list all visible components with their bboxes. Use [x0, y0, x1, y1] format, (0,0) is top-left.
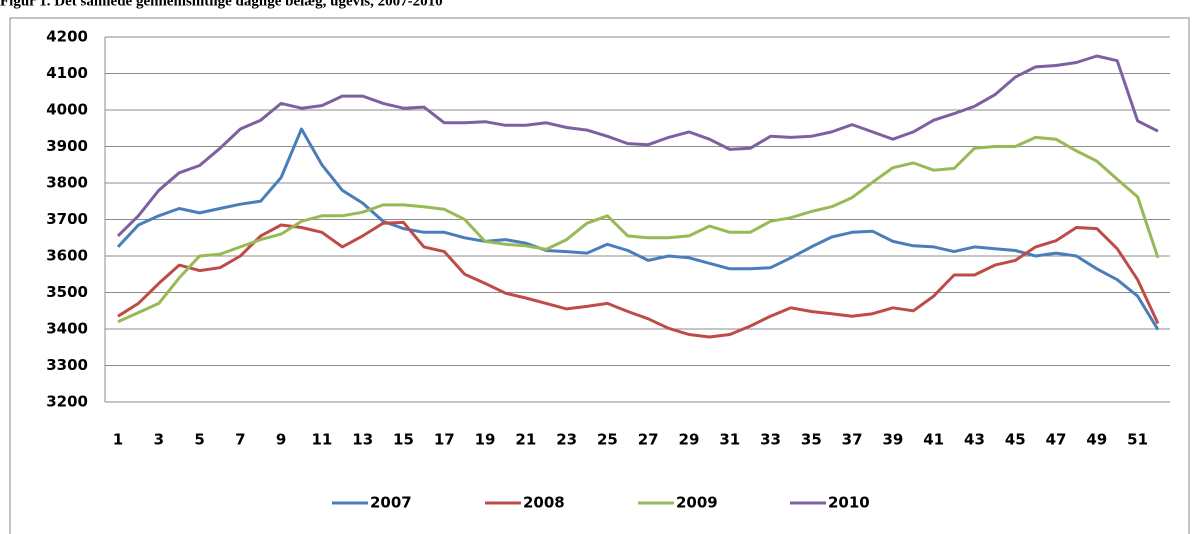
x-tick-label: 27 [638, 431, 659, 449]
chart-frame [9, 17, 1190, 534]
x-tick-label: 25 [597, 431, 618, 449]
line-series [117, 135, 1160, 324]
y-tick-label: 3400 [46, 320, 88, 338]
x-tick-label: 1 [113, 431, 123, 449]
line-series [117, 220, 1160, 339]
x-tick-label: 3 [154, 431, 164, 449]
x-tick-label: 39 [882, 431, 903, 449]
x-tick-label: 7 [235, 431, 245, 449]
legend-label: 2007 [370, 494, 412, 512]
x-tick-label: 15 [393, 431, 414, 449]
x-tick-label: 33 [760, 431, 781, 449]
line-series [116, 127, 1160, 331]
x-tick-label: 17 [434, 431, 455, 449]
x-tick-label: 31 [719, 431, 740, 449]
y-tick-label: 3600 [46, 247, 88, 265]
x-tick-label: 49 [1086, 431, 1107, 449]
y-tick-label: 3200 [46, 393, 88, 411]
y-tick-label: 3700 [46, 210, 88, 228]
x-tick-label: 47 [1046, 431, 1067, 449]
y-tick-label: 4000 [46, 101, 88, 119]
line-series [116, 54, 1159, 237]
legend-label: 2008 [523, 494, 565, 512]
legend-label: 2010 [828, 494, 870, 512]
x-tick-label: 9 [276, 431, 286, 449]
y-tick-label: 3800 [46, 174, 88, 192]
x-tick-label: 13 [352, 431, 373, 449]
y-tick-label: 3900 [46, 137, 88, 155]
x-tick-label: 35 [801, 431, 822, 449]
x-tick-label: 11 [311, 431, 332, 449]
x-tick-label: 21 [515, 431, 536, 449]
x-tick-label: 51 [1127, 431, 1148, 449]
legend-label: 2009 [676, 494, 718, 512]
y-tick-label: 4200 [46, 28, 88, 46]
x-tick-label: 43 [964, 431, 985, 449]
x-tick-label: 23 [556, 431, 577, 449]
chart-title: Figur 1. Det samlede gennemsnitlige dagl… [0, 0, 443, 9]
y-tick-label: 3300 [46, 356, 88, 374]
x-tick-label: 29 [679, 431, 700, 449]
x-tick-label: 45 [1005, 431, 1026, 449]
x-tick-label: 41 [923, 431, 944, 449]
y-tick-label: 4100 [46, 64, 88, 82]
x-tick-label: 19 [475, 431, 496, 449]
y-tick-label: 3500 [46, 283, 88, 301]
x-tick-label: 37 [842, 431, 863, 449]
x-tick-label: 5 [194, 431, 204, 449]
